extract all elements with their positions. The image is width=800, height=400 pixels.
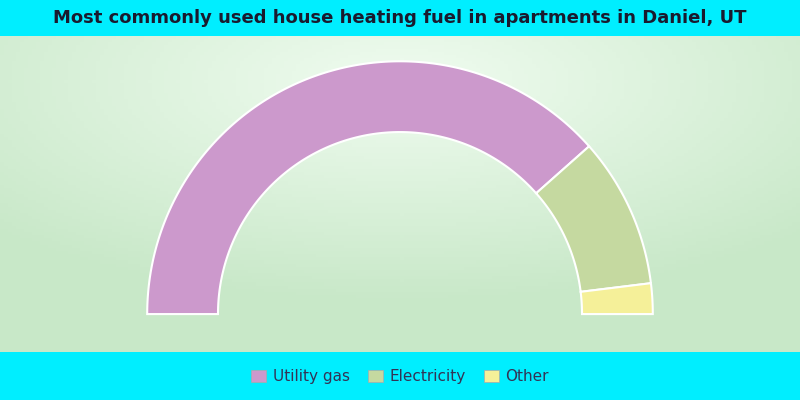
Legend: Utility gas, Electricity, Other: Utility gas, Electricity, Other (245, 363, 555, 390)
Polygon shape (147, 61, 589, 314)
Text: Most commonly used house heating fuel in apartments in Daniel, UT: Most commonly used house heating fuel in… (54, 9, 746, 27)
Polygon shape (536, 146, 651, 292)
Polygon shape (581, 283, 653, 314)
